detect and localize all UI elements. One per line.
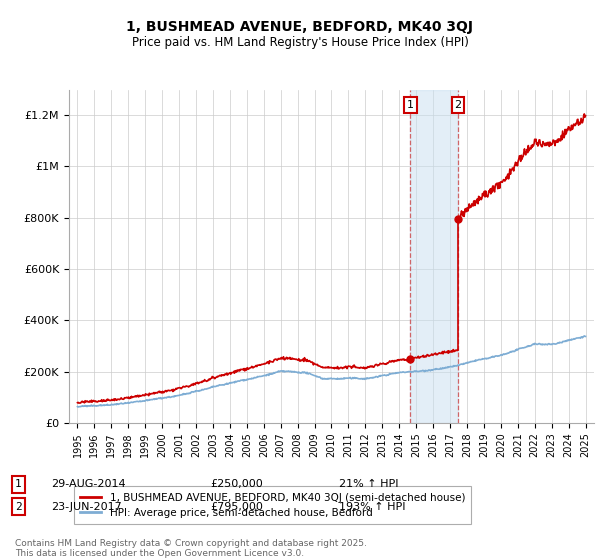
Text: 2: 2 <box>15 502 22 512</box>
Text: 23-JUN-2017: 23-JUN-2017 <box>51 502 122 512</box>
Text: Contains HM Land Registry data © Crown copyright and database right 2025.
This d: Contains HM Land Registry data © Crown c… <box>15 539 367 558</box>
Text: Price paid vs. HM Land Registry's House Price Index (HPI): Price paid vs. HM Land Registry's House … <box>131 36 469 49</box>
Text: 193% ↑ HPI: 193% ↑ HPI <box>339 502 406 512</box>
Text: 1, BUSHMEAD AVENUE, BEDFORD, MK40 3QJ: 1, BUSHMEAD AVENUE, BEDFORD, MK40 3QJ <box>127 20 473 34</box>
Text: 21% ↑ HPI: 21% ↑ HPI <box>339 479 398 489</box>
Legend: 1, BUSHMEAD AVENUE, BEDFORD, MK40 3QJ (semi-detached house), HPI: Average price,: 1, BUSHMEAD AVENUE, BEDFORD, MK40 3QJ (s… <box>74 486 472 524</box>
Text: 29-AUG-2014: 29-AUG-2014 <box>51 479 125 489</box>
Text: 1: 1 <box>407 100 414 110</box>
Text: £250,000: £250,000 <box>210 479 263 489</box>
Text: £795,000: £795,000 <box>210 502 263 512</box>
Text: 1: 1 <box>15 479 22 489</box>
Text: 2: 2 <box>454 100 461 110</box>
Bar <box>410 90 458 423</box>
